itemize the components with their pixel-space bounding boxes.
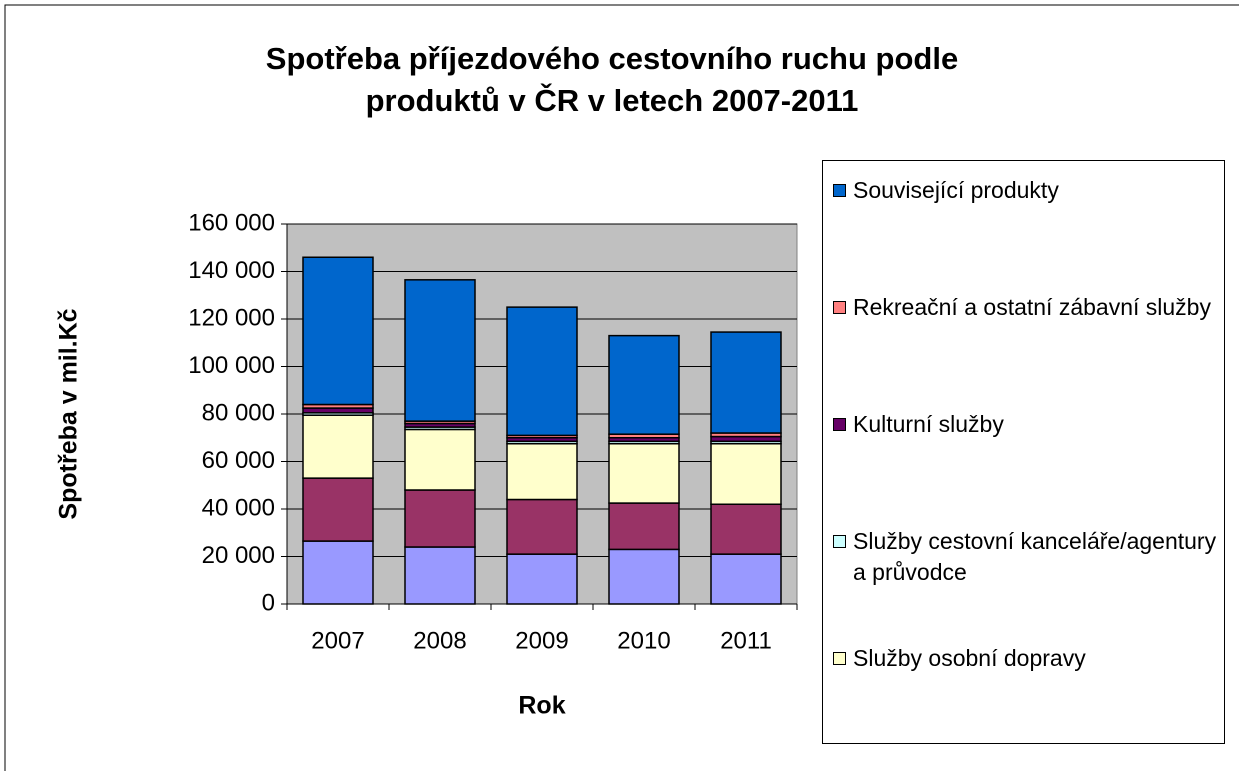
bar-segment [710,553,782,605]
x-axis-label: Rok [518,692,565,720]
legend-label: Rekreační a ostatní zábavní služby [853,294,1211,320]
bar-segment [302,540,374,605]
legend-label: Kulturní služby [853,411,1004,437]
x-tick-label: 2010 [617,627,670,654]
bar-segment [506,553,578,605]
legend-label: Služby cestovní kanceláře/agentury a prů… [853,528,1217,585]
bar-segment [404,489,476,548]
bar-segment [710,503,782,555]
bar-segment [710,331,782,434]
y-axis-label: Spotřeba v mil.Kč [55,308,83,519]
bar-segment [608,548,680,605]
bar-segment [608,502,680,551]
y-tick-label: 40 000 [202,494,275,521]
bar-segment [302,414,374,479]
bar-segment [506,306,578,437]
bar-segment [608,442,680,504]
bar-segment [608,334,680,435]
legend-entry: Služby cestovní kanceláře/agentury a prů… [833,526,1233,588]
legend-entry: Související produkty [833,175,1233,206]
y-tick-label: 100 000 [188,352,275,379]
chart-title: Spotřeba příjezdového cestovního ruchu p… [265,41,959,118]
bar-segment [302,477,374,542]
bar-segment [302,256,374,406]
x-tick-label: 2009 [515,627,568,654]
y-tick-label: 120 000 [188,304,275,331]
y-tick-label: 0 [262,589,275,616]
legend-swatch [833,418,846,431]
bar-segment [404,428,476,491]
legend: Související produkty Rekreační a ostatní … [822,160,1225,744]
legend-label: Služby osobní dopravy [853,645,1086,671]
legend-entry: Rekreační a ostatní zábavní služby [833,292,1233,323]
legend-label: Související produkty [853,177,1059,203]
bar-segment [404,279,476,422]
y-tick-label: 160 000 [188,209,275,236]
bar-segment [710,442,782,505]
legend-swatch [833,535,846,548]
y-tick-label: 80 000 [202,399,275,426]
y-tick-label: 140 000 [188,257,275,284]
bar-segment [506,498,578,555]
chart-border [4,4,1239,771]
y-tick-label: 60 000 [202,447,275,474]
bar-segment [404,546,476,605]
legend-swatch [833,652,846,665]
x-tick-label: 2007 [311,627,364,654]
bar-segment [506,442,578,501]
x-tick-label: 2011 [720,627,772,654]
legend-entry: Kulturní služby [833,409,1233,440]
x-tick-label: 2008 [413,627,466,654]
legend-swatch [833,184,846,197]
legend-swatch [833,301,846,314]
legend-entry: Služby osobní dopravy [833,643,1233,674]
y-tick-label: 20 000 [202,542,275,569]
